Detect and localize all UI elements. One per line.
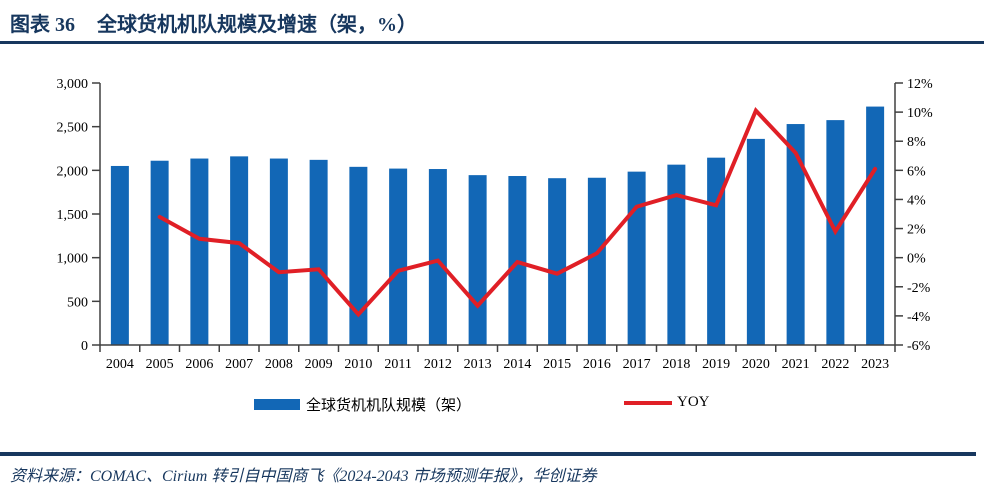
right-axis-label: 6% <box>907 164 926 179</box>
x-axis-year-label: 2019 <box>702 357 730 372</box>
bar-2011 <box>389 168 408 345</box>
bar-2016 <box>587 177 606 345</box>
x-axis-year-label: 2007 <box>225 357 253 372</box>
bar-2004 <box>110 165 129 345</box>
x-axis-year-label: 2006 <box>185 357 213 372</box>
x-axis-year-label: 2010 <box>344 357 372 372</box>
right-axis-label: 8% <box>907 135 926 150</box>
right-axis-label: 4% <box>907 193 926 208</box>
x-axis-year-label: 2020 <box>742 357 770 372</box>
legend-bar-swatch <box>254 399 300 410</box>
bar-2013 <box>468 175 487 345</box>
x-axis-year-label: 2009 <box>305 357 333 372</box>
bar-2008 <box>269 158 288 345</box>
right-axis-label: -2% <box>907 281 931 296</box>
legend-item-yoy: YOY <box>624 394 710 411</box>
left-axis-label: 0 <box>81 339 88 354</box>
right-axis-label: 0% <box>907 252 926 267</box>
chart-legend: 全球货机机队规模（架） YOY <box>0 394 984 420</box>
x-axis-year-label: 2015 <box>543 357 571 372</box>
x-axis-year-label: 2008 <box>265 357 293 372</box>
page-title: 图表 36 全球货机机队规模及增速（架，%） <box>10 8 417 37</box>
bar-2023 <box>866 106 885 345</box>
legend-item-fleet: 全球货机机队规模（架） <box>254 394 471 415</box>
bar-2015 <box>548 178 567 345</box>
yoy-line <box>157 107 878 318</box>
figure-number-label: 图表 36 <box>10 14 75 36</box>
bar-2017 <box>627 171 646 345</box>
left-axis-label: 1,000 <box>57 252 89 267</box>
footer-divider <box>0 452 976 456</box>
x-axis-year-label: 2004 <box>106 357 134 372</box>
bar-2010 <box>349 166 368 345</box>
left-axis-label: 1,500 <box>57 208 89 223</box>
x-axis-year-label: 2018 <box>662 357 690 372</box>
x-axis-year-label: 2021 <box>782 357 810 372</box>
x-axis-year-label: 2014 <box>503 357 531 372</box>
figure-title-text: 全球货机机队规模及增速（架，%） <box>97 14 417 36</box>
bar-2021 <box>786 124 805 346</box>
right-axis-label: 2% <box>907 223 926 238</box>
bar-2012 <box>428 169 447 345</box>
bar-2007 <box>230 156 249 345</box>
legend-line-label: YOY <box>677 394 710 410</box>
bar-2009 <box>309 159 328 345</box>
bar-2018 <box>667 164 686 345</box>
right-axis-label: 10% <box>907 106 933 121</box>
bar-2020 <box>746 138 765 345</box>
x-axis-year-label: 2023 <box>861 357 889 372</box>
x-axis-year-label: 2012 <box>424 357 452 372</box>
x-axis-year-label: 2022 <box>821 357 849 372</box>
x-axis-year-label: 2005 <box>146 357 174 372</box>
right-axis-label: -4% <box>907 310 931 325</box>
x-axis-year-label: 2011 <box>384 357 411 372</box>
x-axis-year-label: 2017 <box>623 357 651 372</box>
source-note: 资料来源：COMAC、Cirium 转引自中国商飞《2024-2043 市场预测… <box>10 468 597 485</box>
bar-2006 <box>190 158 209 345</box>
legend-bar-label: 全球货机机队规模（架） <box>306 398 472 414</box>
x-axis-year-label: 2016 <box>583 357 611 372</box>
right-axis-label: -6% <box>907 339 931 354</box>
x-axis-year-label: 2013 <box>464 357 492 372</box>
bar-2005 <box>150 160 169 345</box>
left-axis-label: 3,000 <box>57 77 89 92</box>
title-divider <box>0 41 984 44</box>
right-axis-label: 12% <box>907 77 933 92</box>
left-axis-label: 2,000 <box>57 164 89 179</box>
legend-line-swatch <box>624 400 672 405</box>
left-axis-label: 500 <box>67 295 88 310</box>
left-axis-label: 2,500 <box>57 121 89 136</box>
